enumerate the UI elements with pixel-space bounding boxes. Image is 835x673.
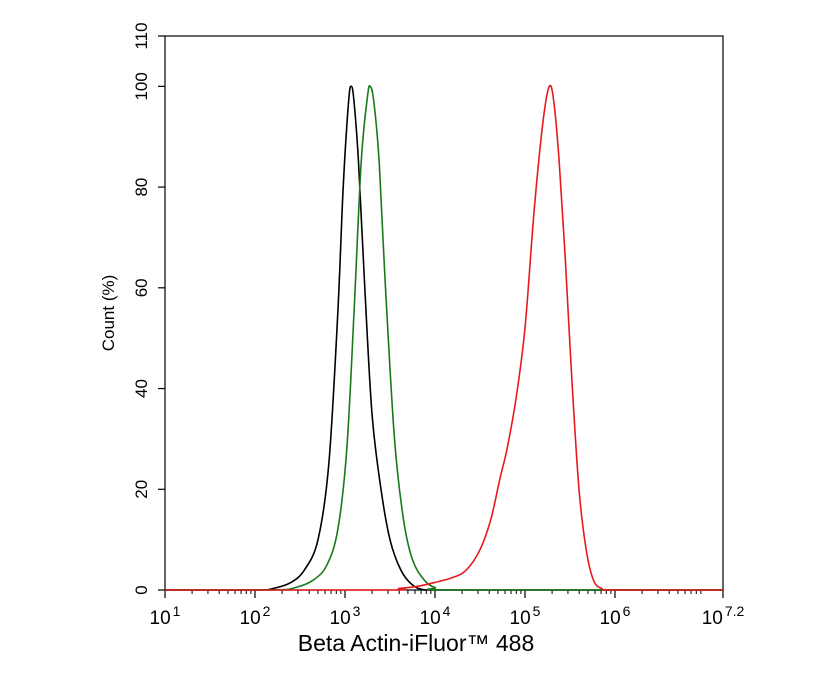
- y-tick-label: 60: [132, 278, 151, 297]
- x-tick-base: 10: [600, 608, 621, 629]
- x-tick-label: 10 7.2: [702, 603, 745, 629]
- y-axis-label: Count (%): [99, 275, 118, 352]
- series-line-1: [165, 85, 723, 591]
- x-axis-label: Beta Actin-iFluor™ 488: [298, 630, 535, 656]
- x-tick-exponent: 7.2: [725, 603, 745, 619]
- series-layer: [165, 84, 723, 591]
- y-tick-label: 110: [132, 22, 151, 49]
- y-tick-label: 100: [132, 72, 151, 100]
- x-tick-exponent: 6: [623, 603, 631, 619]
- plot-frame: [164, 35, 724, 591]
- x-tick-exponent: 1: [173, 603, 181, 619]
- y-tick-label: 0: [132, 585, 151, 594]
- x-tick-label: 10 1: [150, 603, 181, 629]
- x-tick-base: 10: [510, 608, 531, 629]
- x-tick-label: 10 3: [330, 603, 361, 629]
- x-tick-exponent: 3: [353, 603, 361, 619]
- y-axis-ticks: 0 20 40 60 80 100 110: [132, 22, 165, 595]
- series-line-3: [165, 84, 723, 591]
- x-tick-label: 10 4: [420, 603, 451, 629]
- x-tick-label: 10 5: [510, 603, 541, 629]
- x-tick-base: 10: [330, 608, 351, 629]
- x-tick-exponent: 4: [443, 603, 451, 619]
- y-tick-label: 80: [132, 178, 151, 197]
- x-tick-base: 10: [702, 608, 723, 629]
- y-tick-label: 20: [132, 480, 151, 499]
- x-tick-base: 10: [150, 608, 171, 629]
- y-tick-label: 40: [132, 379, 151, 398]
- x-tick-exponent: 5: [533, 603, 541, 619]
- x-tick-base: 10: [240, 608, 261, 629]
- x-tick-label: 10 2: [240, 603, 271, 629]
- series-line-2: [165, 85, 723, 591]
- x-tick-exponent: 2: [263, 603, 271, 619]
- x-axis-ticks: 10 1 10 2 10 3 10 4 10 5 10 6 10 7.2: [150, 590, 745, 629]
- x-tick-base: 10: [420, 608, 441, 629]
- x-tick-label: 10 6: [600, 603, 631, 629]
